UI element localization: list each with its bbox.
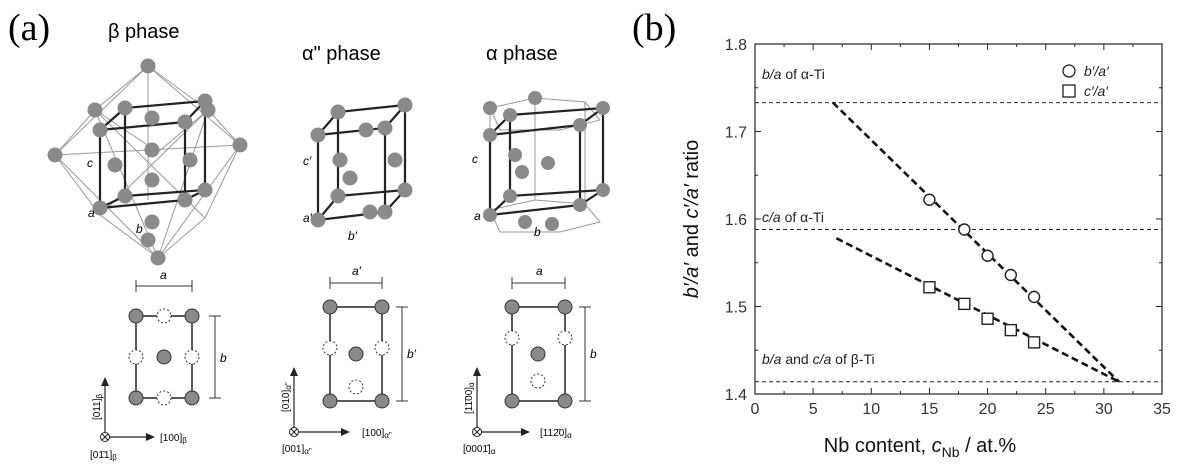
y-axis-label: b′/a′ and c′/a′ ratio — [681, 140, 703, 298]
marker-c-over-a-3 — [1004, 323, 1018, 337]
beta-dir-vertical: [011]β — [92, 394, 104, 421]
fit-line-1 — [835, 237, 1120, 383]
reference-lines — [755, 102, 1162, 383]
ref-label-beta: b/a and c/a of β-Ti — [762, 351, 875, 367]
beta-dim-a: a — [160, 268, 167, 282]
legend-label-b-over-a: b′/a′ — [1084, 63, 1110, 79]
beta-dim-b: b — [220, 351, 227, 365]
alpha-axis-a: a — [474, 209, 481, 223]
beta-axis-b: b — [136, 222, 143, 236]
panel-a-label: (a) — [8, 7, 50, 49]
alpha-axis-b: b — [534, 225, 541, 239]
x-tick-label-1: 5 — [809, 401, 818, 418]
marker-b-over-a-4 — [1027, 290, 1041, 304]
beta-axis-c: c — [87, 156, 93, 170]
beta-dir-horizontal: [100]β — [160, 433, 187, 445]
alpha-double-prime-direction-axes: [010]α" [100]α" [001]α" — [281, 367, 392, 456]
panel-a-crystal-structures: (a) β phase — [8, 7, 610, 462]
legend-circle-marker — [1062, 64, 1076, 78]
x-tick-label-0: 0 — [751, 401, 760, 418]
alpha-dim-a: a — [536, 264, 543, 278]
ref-label-ca-alpha: c/a of α-Ti — [762, 209, 824, 225]
marker-b-over-a-0 — [923, 193, 936, 206]
plot-area: 0 5 10 15 20 25 30 35 1.4 1.5 1.6 1.7 1.8 — [725, 37, 1171, 418]
fit-line-0 — [832, 101, 1120, 383]
alpha-double-prime-dim-a: a′ — [352, 264, 362, 278]
y-tick-label-0: 1.4 — [725, 387, 747, 404]
beta-phase-title: β phase — [108, 21, 180, 43]
marker-c-over-a-0 — [923, 281, 936, 294]
alpha-phase-title: α phase — [486, 43, 558, 65]
alpha-direction-axes: [11̄00]α [112̄0]α [0001̄]α — [463, 367, 572, 456]
alpha-double-prime-phase-diagram: α" phase c′ a′ b′ a′ — [281, 43, 417, 456]
x-tick-label-3: 15 — [921, 401, 939, 418]
x-tick-label-4: 20 — [979, 401, 997, 418]
alpha-dim-b: b — [590, 347, 597, 361]
alpha-dir-normal: [0001̄]α — [463, 444, 496, 456]
marker-b-over-a-1 — [958, 223, 971, 236]
y-tick-label-3: 1.7 — [725, 125, 747, 142]
x-tick-label-5: 25 — [1037, 401, 1055, 418]
alpha-dir-horizontal: [112̄0]α — [540, 428, 572, 440]
marker-b-over-a-3 — [1004, 268, 1018, 282]
beta-projection: a b — [128, 268, 227, 406]
alpha-dir-vertical: [11̄00]α — [464, 382, 476, 414]
y-tick-label-4: 1.8 — [725, 37, 747, 54]
ref-label-ba-alpha: b/a of α-Ti — [762, 66, 825, 82]
legend: b′/a′ c′/a′ — [1062, 63, 1110, 99]
beta-atoms — [47, 58, 248, 266]
alpha-axis-c: c — [472, 152, 478, 166]
alpha-double-prime-atoms — [310, 97, 413, 228]
alpha-double-prime-axis-c: c′ — [303, 154, 312, 168]
beta-outer-lattice — [54, 65, 241, 260]
marker-c-over-a-2 — [981, 312, 994, 325]
x-tick-label-2: 10 — [862, 401, 880, 418]
legend-label-c-over-a: c′/a′ — [1084, 83, 1109, 99]
alpha-double-prime-dir-normal: [001]α" — [282, 444, 312, 456]
marker-c-over-a-1 — [958, 297, 971, 311]
beta-phase-diagram: β phase — [47, 21, 248, 462]
y-tick-label-2: 1.6 — [725, 212, 747, 229]
reference-labels: b/a of α-Ti c/a of α-Ti b/a and c/a of β… — [762, 66, 875, 367]
alpha-double-prime-title: α" phase — [302, 43, 381, 65]
y-tick-label-1: 1.5 — [725, 300, 747, 317]
alpha-atoms — [483, 91, 610, 231]
alpha-double-prime-dim-b: b′ — [407, 347, 417, 361]
beta-direction-axes: [011]β [100]β [01̄1]β — [90, 377, 187, 462]
plot-frame — [754, 43, 1163, 395]
alpha-projection: a b — [504, 264, 597, 409]
x-tick-label-6: 30 — [1095, 401, 1113, 418]
axis-ticks: 0 5 10 15 20 25 30 35 1.4 1.5 1.6 1.7 1.8 — [725, 37, 1171, 418]
fit-lines — [832, 101, 1120, 383]
alpha-double-prime-projection: a′ b′ — [322, 264, 417, 409]
alpha-double-prime-dir-horizontal: [100]α" — [362, 428, 392, 440]
alpha-double-prime-axis-b: b′ — [348, 229, 358, 243]
data-markers — [923, 193, 1041, 349]
legend-square-marker — [1062, 84, 1076, 98]
x-tick-label-7: 35 — [1153, 401, 1171, 418]
alpha-double-prime-dir-vertical: [010]α" — [281, 382, 293, 412]
marker-b-over-a-2 — [981, 249, 994, 262]
beta-axis-a: a — [88, 206, 95, 220]
alpha-phase-diagram: α phase c a b — [463, 43, 610, 456]
x-axis-label: Nb content, cNb / at.% — [824, 435, 1017, 460]
alpha-double-prime-axis-a: a′ — [303, 211, 313, 225]
marker-c-over-a-4 — [1027, 336, 1041, 349]
beta-dir-normal: [01̄1]β — [90, 450, 117, 462]
